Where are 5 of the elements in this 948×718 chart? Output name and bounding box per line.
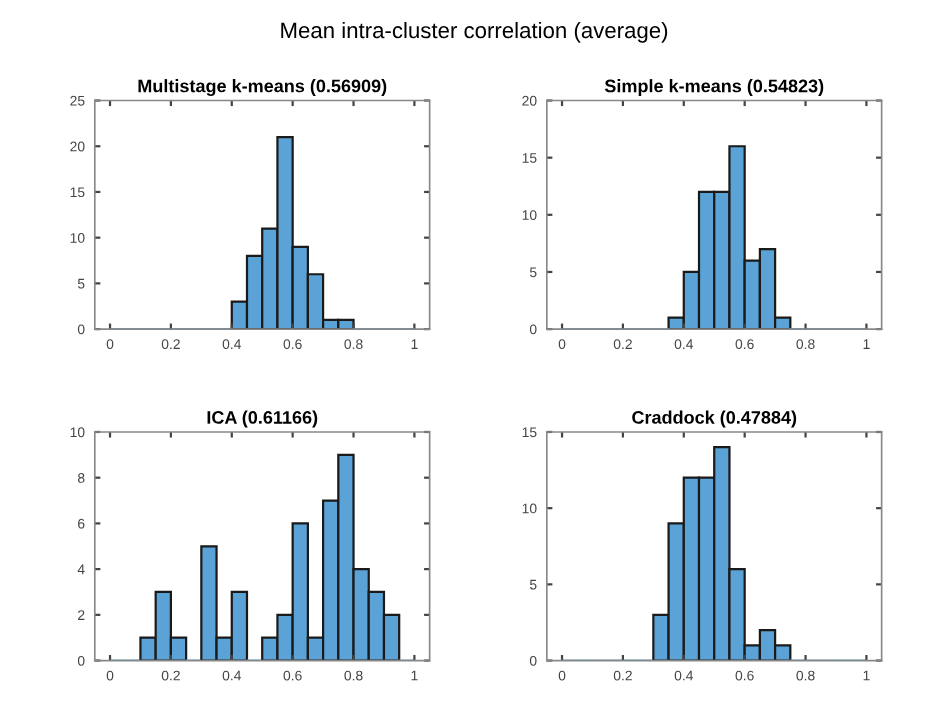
chart-title: Simple k-means (0.54823)	[604, 79, 824, 96]
chart-title: Multistage k-means (0.56909)	[138, 79, 387, 97]
text: Mean intra-cluster correlation (average)	[281, 21, 668, 43]
chart-title: ICA (0.61166)	[207, 410, 318, 428]
chart-title: Craddock (0.47884)	[632, 410, 797, 428]
